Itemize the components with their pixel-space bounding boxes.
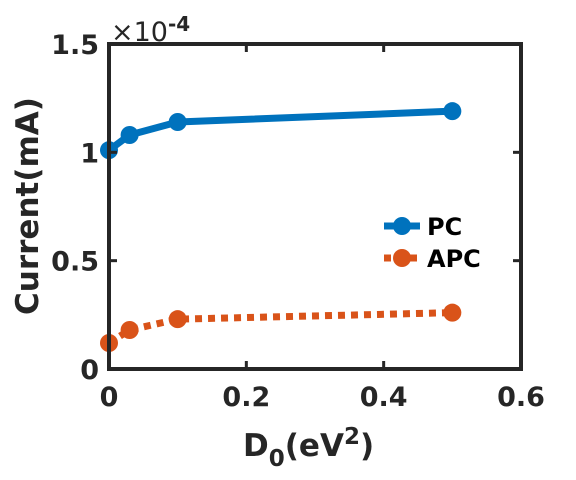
y-tick-label: 0.5 — [51, 247, 99, 278]
x-tick-label: 0 — [100, 382, 119, 413]
legend: PC APC — [384, 213, 481, 273]
legend-label-apc: APC — [427, 245, 481, 273]
plot-frame — [107, 42, 523, 371]
data-point-apc — [443, 303, 462, 322]
x-axis-title: D0(eV2) — [243, 424, 374, 472]
data-point-apc — [120, 321, 139, 339]
data-point-pc — [443, 102, 462, 121]
y-tick-label: 1 — [80, 138, 99, 169]
x-tick-label: 0.2 — [222, 382, 270, 413]
x-tick-label: 0.6 — [497, 382, 545, 413]
data-point-pc — [120, 126, 139, 144]
data-point-pc — [168, 113, 187, 131]
series-line-pc — [106, 107, 453, 153]
y-tick-label: 0 — [80, 355, 99, 386]
legend-marker-apc — [393, 249, 411, 267]
y-exponent-label: ×10-4 — [111, 12, 190, 48]
data-point-apc — [168, 310, 187, 329]
legend-marker-pc — [393, 217, 411, 235]
x-tick-label: 0.4 — [360, 382, 408, 413]
series-line-apc — [107, 309, 453, 346]
y-axis-title: Current(mA) — [10, 97, 46, 315]
y-tick-label: 1.5 — [51, 30, 99, 61]
legend-label-pc: PC — [427, 213, 462, 241]
